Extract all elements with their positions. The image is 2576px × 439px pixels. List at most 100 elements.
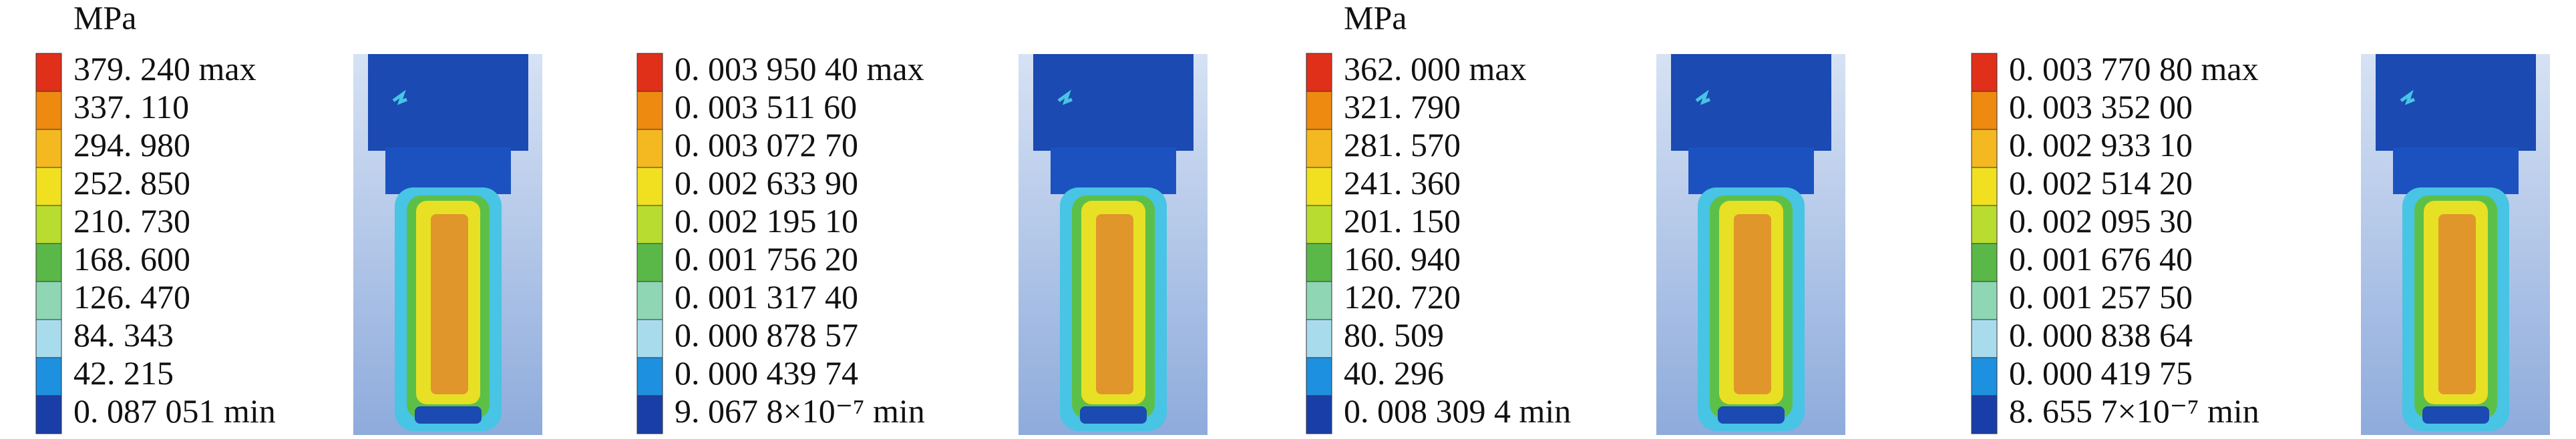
legend-swatch xyxy=(1971,281,1998,320)
legend-label: 0. 002 514 20 xyxy=(2009,164,2193,201)
bolt-head xyxy=(1033,54,1193,151)
contour-plot xyxy=(1019,54,1208,435)
orange-core xyxy=(431,214,468,394)
legend-label: 0. 003 950 40 max xyxy=(675,50,924,87)
legend-swatch xyxy=(636,319,663,358)
legend-label: 201. 150 xyxy=(1344,202,1461,240)
legend-swatch xyxy=(1306,319,1332,358)
legend-label: 0. 000 439 74 xyxy=(675,354,858,392)
orange-core xyxy=(2438,214,2476,394)
bolt-tip xyxy=(2422,406,2489,424)
legend-label: 0. 002 633 90 xyxy=(675,164,858,201)
unit-label: MPa xyxy=(73,0,136,36)
legend-swatch xyxy=(636,53,663,92)
legend-swatch xyxy=(1971,129,1998,168)
head-notch xyxy=(1057,89,1073,105)
legend-swatch xyxy=(1306,281,1332,320)
legend-swatch xyxy=(1306,395,1332,434)
legend-label: 0. 000 878 57 xyxy=(675,316,858,354)
legend-label: 120. 720 xyxy=(1344,278,1461,316)
legend-label: 210. 730 xyxy=(73,202,190,240)
legend-label: 362. 000 max xyxy=(1344,50,1527,87)
legend-label: 294. 980 xyxy=(73,126,190,163)
legend-label: 0. 002 933 10 xyxy=(2009,126,2193,163)
legend-label: 168. 600 xyxy=(73,240,190,278)
legend-label: 0. 001 676 40 xyxy=(2009,240,2193,278)
legend-swatch xyxy=(35,357,62,396)
legend-swatch xyxy=(1971,319,1998,358)
unit-label: MPa xyxy=(1344,0,1407,36)
head-notch xyxy=(2400,89,2415,105)
legend-swatch xyxy=(636,129,663,168)
legend-label: 0. 003 511 60 xyxy=(675,88,857,125)
legend-swatch xyxy=(1306,53,1332,92)
legend-swatch xyxy=(636,205,663,244)
legend-swatch xyxy=(35,167,62,206)
bolt-neck xyxy=(385,147,511,194)
legend-label: 126. 470 xyxy=(73,278,190,316)
legend-swatch xyxy=(1306,357,1332,396)
bolt-tip xyxy=(415,406,482,424)
legend-label: 0. 001 756 20 xyxy=(675,240,858,278)
legend-label: 42. 215 xyxy=(73,354,174,392)
legend-label: 252. 850 xyxy=(73,164,190,201)
legend-swatch xyxy=(1971,243,1998,282)
orange-core xyxy=(1734,214,1771,394)
legend-swatch xyxy=(35,129,62,168)
legend-label: 0. 001 257 50 xyxy=(2009,278,2193,316)
legend-swatch xyxy=(35,319,62,358)
legend-swatch xyxy=(35,205,62,244)
legend-label: 0. 008 309 4 min xyxy=(1344,392,1571,430)
legend-swatch xyxy=(636,281,663,320)
legend-label: 281. 570 xyxy=(1344,126,1461,163)
bolt-neck xyxy=(1688,147,1814,194)
legend-label: 0. 001 317 40 xyxy=(675,278,858,316)
legend-label: 84. 343 xyxy=(73,316,174,354)
legend-label: 0. 003 352 00 xyxy=(2009,88,2193,125)
contour-plot xyxy=(353,54,542,435)
legend-swatch xyxy=(35,395,62,434)
legend-swatch xyxy=(1971,205,1998,244)
legend-label: 241. 360 xyxy=(1344,164,1461,201)
bolt-tip xyxy=(1080,406,1147,424)
bolt-neck xyxy=(2393,147,2519,194)
legend-swatch xyxy=(1306,129,1332,168)
legend-swatch xyxy=(1306,91,1332,130)
bolt-head xyxy=(368,54,528,151)
legend-label: 337. 110 xyxy=(73,88,189,125)
legend-label: 8. 655 7×10⁻⁷ min xyxy=(2009,392,2259,430)
legend-label: 9. 067 8×10⁻⁷ min xyxy=(675,392,925,430)
legend-swatch xyxy=(636,91,663,130)
legend-label: 80. 509 xyxy=(1344,316,1444,354)
legend-swatch xyxy=(1306,205,1332,244)
legend-swatch xyxy=(1971,395,1998,434)
legend-label: 321. 790 xyxy=(1344,88,1461,125)
legend-label: 0. 000 419 75 xyxy=(2009,354,2193,392)
legend-swatch xyxy=(636,167,663,206)
legend-label: 0. 003 770 80 max xyxy=(2009,50,2259,87)
legend-label: 0. 002 195 10 xyxy=(675,202,858,240)
bolt-head xyxy=(2376,54,2536,151)
legend-label: 0. 002 095 30 xyxy=(2009,202,2193,240)
bolt-neck xyxy=(1051,147,1176,194)
contour-plot xyxy=(2361,54,2550,435)
bolt-tip xyxy=(1718,406,1785,424)
legend-swatch xyxy=(35,243,62,282)
legend-swatch xyxy=(636,243,663,282)
legend-label: 379. 240 max xyxy=(73,50,256,87)
legend-swatch xyxy=(636,357,663,396)
legend-label: 0. 003 072 70 xyxy=(675,126,858,163)
legend-swatch xyxy=(1971,91,1998,130)
legend-swatch xyxy=(1971,53,1998,92)
legend-swatch xyxy=(35,91,62,130)
head-notch xyxy=(1695,89,1710,105)
legend-swatch xyxy=(1306,167,1332,206)
legend-swatch xyxy=(35,53,62,92)
orange-core xyxy=(1096,214,1133,394)
contour-plot xyxy=(1656,54,1845,435)
legend-swatch xyxy=(1971,357,1998,396)
legend-swatch xyxy=(1971,167,1998,206)
legend-label: 0. 000 838 64 xyxy=(2009,316,2193,354)
legend-label: 40. 296 xyxy=(1344,354,1444,392)
bolt-head xyxy=(1671,54,1831,151)
